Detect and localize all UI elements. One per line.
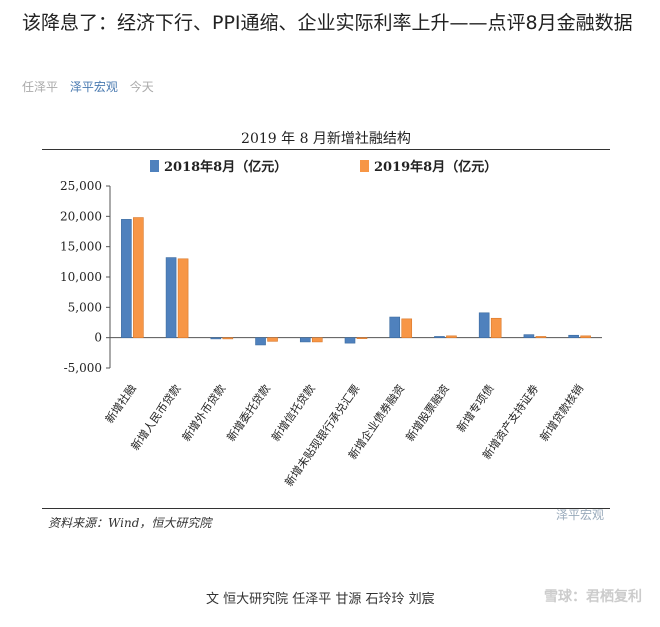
- footer-watermark: 雪球：君栖复利: [544, 589, 642, 605]
- x-category-label: 新增社融: [102, 382, 139, 426]
- account-link[interactable]: 泽平宏观: [69, 80, 118, 94]
- data-bar: [165, 257, 177, 338]
- article-meta: 任泽平 泽平宏观 今天: [22, 78, 162, 95]
- x-category-label: 新增贷款核销: [537, 382, 586, 444]
- data-bar: [434, 336, 445, 338]
- data-bar: [535, 336, 547, 338]
- y-tick-label: 5,000: [68, 300, 102, 314]
- chart-title: 2019 年 8 月新增社融结构: [241, 131, 411, 147]
- data-bar: [568, 334, 579, 338]
- data-bar: [580, 335, 591, 338]
- publish-time: 今天: [129, 80, 154, 94]
- data-bar: [389, 316, 401, 338]
- data-bar: [490, 317, 502, 338]
- footer-credit: 文 恒大研究院 任泽平 甘源 石玲玲 刘宸: [206, 592, 435, 607]
- data-bar: [446, 335, 457, 338]
- bar-chart: 2018年8月（亿元） 2019年8月（亿元） 25,000 20,000 15,000…: [60, 159, 602, 489]
- legend-swatch: [360, 160, 369, 172]
- x-category-label: 新增未贴现银行承兑汇票: [282, 382, 363, 489]
- x-category-label: 新增专项债: [454, 382, 497, 435]
- data-bar: [478, 312, 490, 338]
- y-tick-label: 15,000: [60, 240, 102, 254]
- y-tick-label: 20,000: [60, 209, 102, 223]
- data-bar: [299, 337, 311, 343]
- x-category-label: 新增委托贷款: [224, 382, 273, 444]
- data-bar: [311, 337, 323, 343]
- x-category-label: 新增信托贷款: [268, 382, 317, 444]
- article-title: 该降息了：经济下行、PPI通缩、企业实际利率上升——点评8月金融数据: [22, 12, 633, 34]
- x-category-label: 新增外币贷款: [179, 382, 228, 444]
- author-name[interactable]: 任泽平: [22, 80, 59, 94]
- data-bar: [121, 219, 132, 338]
- data-bar: [401, 318, 413, 338]
- y-tick-label: 0: [94, 331, 102, 345]
- data-bar: [344, 337, 356, 344]
- chart-figure: 2019 年 8 月新增社融结构 2018年8月（亿元） 2019年8月（亿元） 2…: [42, 128, 610, 540]
- legend-swatch: [150, 160, 159, 172]
- data-bar: [267, 337, 278, 342]
- y-tick-label: -5,000: [64, 361, 102, 375]
- figure-watermark: 泽平宏观: [555, 508, 604, 522]
- data-bar: [210, 337, 222, 340]
- chart-bottom-rule: [42, 508, 610, 509]
- data-bar: [255, 337, 266, 346]
- data-bar: [523, 334, 535, 338]
- chart-source: 资料来源：Wind，恒大研究院: [48, 516, 212, 530]
- legend-label: 2018年8月（亿元）: [164, 159, 287, 175]
- y-tick-label: 10,000: [60, 270, 102, 284]
- y-tick-label: 25,000: [60, 179, 102, 193]
- data-bar: [133, 217, 144, 338]
- chart-top-rule: [42, 149, 610, 150]
- data-bar: [222, 337, 234, 340]
- x-category-label: 新增股票融资: [403, 382, 452, 444]
- data-bar: [356, 337, 368, 339]
- data-bar: [177, 258, 189, 338]
- legend-label: 2019年8月（亿元）: [374, 159, 497, 175]
